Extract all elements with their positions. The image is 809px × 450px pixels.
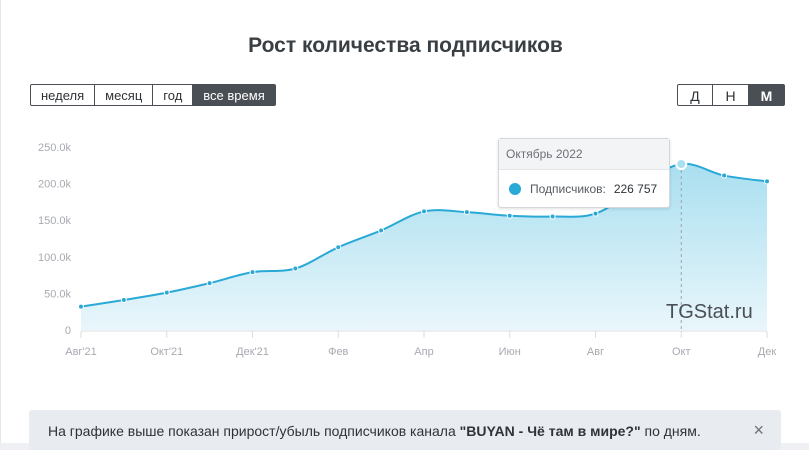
page-title: Рост количества подписчиков xyxy=(248,34,563,57)
x-axis: Авг'21 Окт'21 Дек'21 Фев Апр Июн Авг Окт Дек xyxy=(65,330,777,358)
watermark: TGStat.ru xyxy=(666,301,753,323)
close-icon[interactable]: × xyxy=(753,420,764,440)
y-tick-label: 250.0k xyxy=(38,142,72,154)
range-week-button[interactable]: неделя xyxy=(30,84,96,106)
range-selector: неделя месяц год все время xyxy=(30,84,276,106)
tooltip: Октябрь 2022 Подписчиков: 226 757 xyxy=(498,138,670,208)
x-tick-label: Июн xyxy=(499,346,521,358)
series-points xyxy=(78,158,770,310)
data-point[interactable] xyxy=(163,289,170,296)
data-point[interactable] xyxy=(549,213,556,220)
x-tick-label: Окт xyxy=(672,346,691,358)
subscriber-chart[interactable]: 0 50.0k 100.0k 150.0k 200.0k 250.0k Авг'21 Окт… xyxy=(1,130,809,370)
tooltip-row: Подписчиков: 226 757 xyxy=(499,170,669,208)
data-point[interactable] xyxy=(120,296,127,303)
y-tick-label: 100.0k xyxy=(38,252,72,264)
x-tick-label: Дек xyxy=(758,346,777,358)
data-point[interactable] xyxy=(335,244,342,251)
granularity-month-button[interactable]: М xyxy=(749,84,785,106)
y-tick-label: 50.0k xyxy=(44,288,71,300)
data-point[interactable] xyxy=(463,209,470,216)
y-tick-label: 150.0k xyxy=(38,215,72,227)
y-axis: 0 50.0k 100.0k 150.0k 200.0k 250.0k xyxy=(38,142,72,337)
info-notice: На графике выше показан прирост/убыль по… xyxy=(29,410,781,450)
data-point[interactable] xyxy=(378,227,385,234)
data-point[interactable] xyxy=(506,212,513,219)
granularity-selector: Д Н М xyxy=(677,84,785,106)
range-year-button[interactable]: год xyxy=(153,84,194,106)
data-point[interactable] xyxy=(78,303,84,310)
notice-text: На графике выше показан прирост/убыль по… xyxy=(48,423,701,439)
range-month-button[interactable]: месяц xyxy=(95,84,154,106)
notice-prefix: На графике выше показан прирост/убыль по… xyxy=(48,423,460,439)
data-point[interactable] xyxy=(592,210,599,217)
highlighted-data-point[interactable] xyxy=(675,158,688,171)
notice-channel-name: "BUYAN - Чё там в мире?" xyxy=(459,423,641,439)
series-area xyxy=(81,163,767,330)
data-point[interactable] xyxy=(249,269,256,276)
tooltip-header: Октябрь 2022 xyxy=(499,139,669,170)
data-point[interactable] xyxy=(206,280,213,287)
x-tick-label: Дек'21 xyxy=(236,346,269,358)
y-tick-label: 0 xyxy=(65,325,71,337)
data-point[interactable] xyxy=(721,172,728,179)
granularity-week-button[interactable]: Н xyxy=(713,84,749,106)
notice-suffix: по дням. xyxy=(640,423,701,439)
x-tick-label: Авг xyxy=(587,346,604,358)
data-point[interactable] xyxy=(292,265,299,272)
x-tick-label: Фев xyxy=(328,346,348,358)
granularity-day-button[interactable]: Д xyxy=(677,84,713,106)
range-all-time-button[interactable]: все время xyxy=(193,84,276,106)
x-tick-label: Авг'21 xyxy=(65,346,97,358)
data-point[interactable] xyxy=(421,208,427,215)
data-point[interactable] xyxy=(764,178,770,185)
tooltip-series-label: Подписчиков: xyxy=(530,182,606,196)
series-dot-icon xyxy=(509,183,521,195)
y-tick-label: 200.0k xyxy=(38,179,72,191)
x-tick-label: Окт'21 xyxy=(150,346,183,358)
x-tick-label: Апр xyxy=(414,346,433,358)
tooltip-value: 226 757 xyxy=(613,182,658,196)
